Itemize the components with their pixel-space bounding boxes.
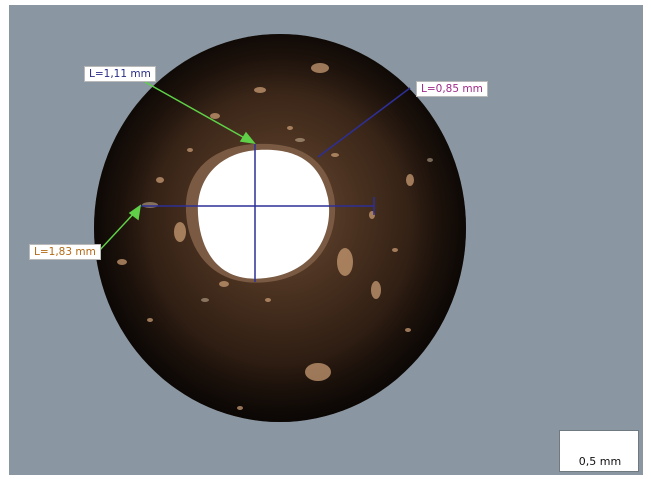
pointer-arrows [97,81,256,253]
measurement-label-hole-width: L=1,83 mm [29,244,101,260]
measurement-label-bead-wall: L=0,85 mm [416,81,488,97]
scale-bar: 0,5 mm [559,430,639,472]
bead-speckles [117,63,414,410]
measurement-lines [140,87,411,282]
scale-bar-label: 0,5 mm [578,455,622,468]
bead-hole [197,149,330,279]
measurement-label-hole-height: L=1,11 mm [84,66,156,82]
